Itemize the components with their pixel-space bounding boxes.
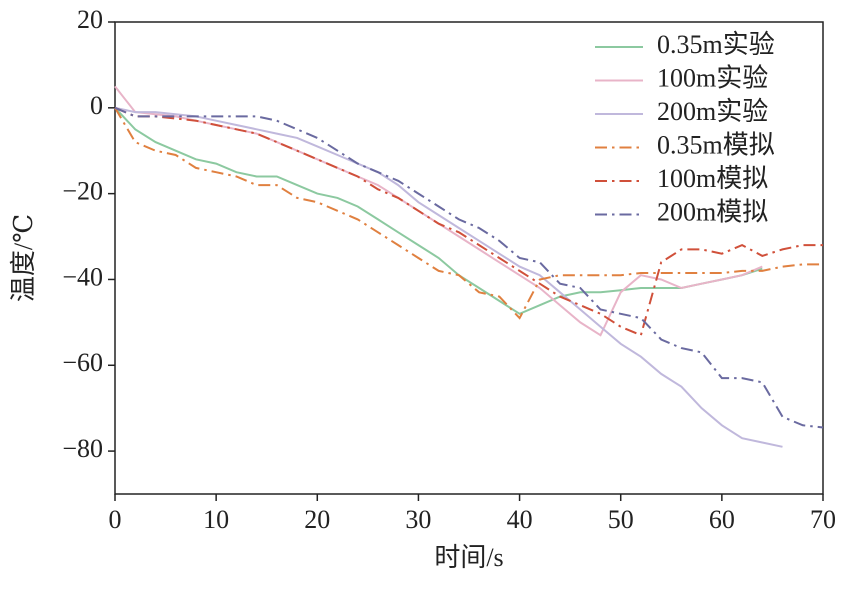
series-line [114,106,823,337]
series-line [114,106,783,448]
y-tick-label: −40 [62,262,103,291]
series-line [114,106,824,429]
legend-label: 100m模拟 [657,164,768,193]
y-axis-label: 温度/℃ [9,214,38,302]
x-tick-label: 40 [507,505,533,534]
y-tick-label: −60 [62,348,103,377]
y-tick-label: −80 [62,434,103,463]
legend-label: 0.35m模拟 [657,130,775,159]
x-tick-label: 50 [608,505,634,534]
x-tick-label: 20 [304,505,330,534]
legend-label: 200m模拟 [657,197,768,226]
y-tick-label: 0 [90,91,103,120]
legend-label: 100m实验 [657,63,768,92]
y-tick-label: 20 [77,5,103,34]
x-tick-label: 60 [709,505,735,534]
x-tick-label: 0 [109,505,122,534]
x-tick-label: 70 [810,505,836,534]
series-line [114,107,763,315]
x-tick-label: 30 [405,505,431,534]
legend-label: 0.35m实验 [657,30,775,59]
x-axis-label: 时间/s [434,543,503,572]
plot-frame [114,21,824,495]
legend-label: 200m实验 [657,97,768,126]
x-tick-label: 10 [203,505,229,534]
y-tick-label: −20 [62,177,103,206]
